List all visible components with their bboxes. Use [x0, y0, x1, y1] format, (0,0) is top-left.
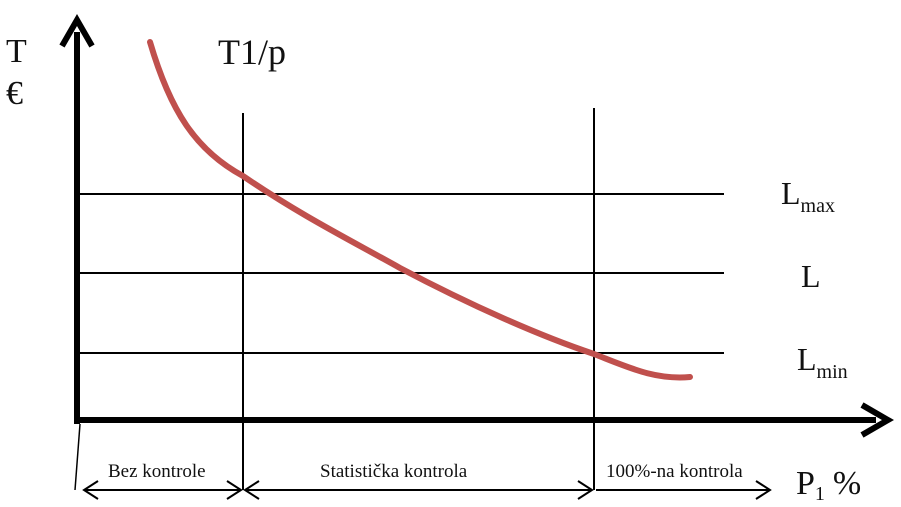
- l-label: L: [801, 258, 821, 294]
- lmax-label: Lmax: [781, 175, 835, 217]
- region-arrow-1-right-icon: [226, 480, 243, 500]
- lmin-label: Lmin: [797, 341, 848, 383]
- region-label-3: 100%-na kontrola: [606, 461, 743, 482]
- region-arrow-2-left-icon: [243, 480, 260, 500]
- region-label-2: Statistička kontrola: [320, 461, 468, 482]
- region-arrow-3-right-icon: [755, 480, 772, 500]
- x-axis-arrow-icon: [860, 402, 895, 438]
- x-axis-label: P1%: [796, 465, 861, 505]
- cost-curve: [147, 39, 693, 381]
- region-arrow-2-right-icon: [577, 480, 594, 500]
- region-label-1: Bez kontrole: [108, 461, 206, 482]
- y-axis-arrow-icon: [59, 13, 95, 48]
- y-axis-label-euro: €: [6, 75, 23, 112]
- y-axis-label-t: T: [6, 33, 27, 70]
- region-arrow-1-left-icon: [82, 480, 99, 500]
- curve-label: T1/p: [218, 32, 286, 72]
- boundary-line-0: [74, 423, 81, 491]
